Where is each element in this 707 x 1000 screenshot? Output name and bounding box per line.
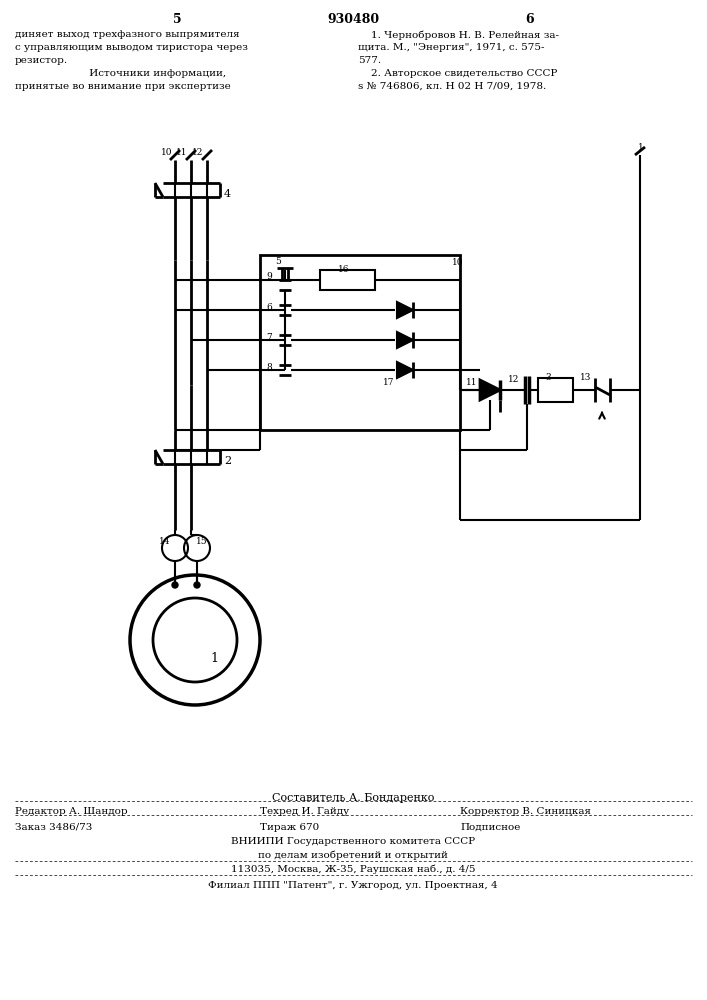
Text: 17: 17	[383, 378, 395, 387]
Text: 5: 5	[173, 13, 181, 26]
Text: резистор.: резистор.	[15, 56, 68, 65]
Text: Тираж 670: Тираж 670	[260, 823, 320, 832]
Text: Филиал ППП "Патент", г. Ужгород, ул. Проектная, 4: Филиал ППП "Патент", г. Ужгород, ул. Про…	[208, 881, 498, 890]
Text: 11: 11	[176, 148, 188, 157]
Text: Корректор В. Синицкая: Корректор В. Синицкая	[460, 807, 591, 816]
Text: 10: 10	[161, 148, 173, 157]
Bar	[320, 270, 375, 290]
Text: щита. М., "Энергия", 1971, с. 575-: щита. М., "Энергия", 1971, с. 575-	[358, 43, 544, 52]
Text: 1: 1	[210, 652, 218, 665]
Text: с управляющим выводом тиристора через: с управляющим выводом тиристора через	[15, 43, 248, 52]
Text: Источники информации,: Источники информации,	[60, 69, 226, 78]
Text: 1: 1	[638, 143, 644, 152]
Text: Подписное: Подписное	[460, 823, 520, 832]
Text: 4: 4	[224, 189, 231, 199]
Text: диняет выход трехфазного выпрямителя: диняет выход трехфазного выпрямителя	[15, 30, 240, 39]
Text: принятые во внимание при экспертизе: принятые во внимание при экспертизе	[15, 82, 230, 91]
Text: 6: 6	[266, 303, 271, 312]
Text: 930480: 930480	[327, 13, 379, 26]
Text: 2: 2	[224, 456, 231, 466]
Text: 10: 10	[452, 258, 464, 267]
Text: 8: 8	[266, 363, 271, 372]
Text: s № 746806, кл. Н 02 Н 7/09, 1978.: s № 746806, кл. Н 02 Н 7/09, 1978.	[358, 82, 547, 91]
Text: 7: 7	[266, 333, 271, 342]
Polygon shape	[397, 332, 413, 348]
Circle shape	[172, 582, 178, 588]
Text: Заказ 3486/73: Заказ 3486/73	[15, 823, 93, 832]
Text: 14: 14	[159, 537, 171, 546]
Text: 6: 6	[526, 13, 534, 26]
Polygon shape	[480, 380, 500, 400]
Text: 3: 3	[545, 373, 551, 382]
Text: 11: 11	[466, 378, 477, 387]
Text: 15: 15	[196, 537, 208, 546]
Text: 2. Авторское свидетельство СССР: 2. Авторское свидетельство СССР	[358, 69, 557, 78]
Polygon shape	[397, 362, 413, 378]
Text: Техред И. Гайду: Техред И. Гайду	[260, 807, 349, 816]
Text: 577.: 577.	[358, 56, 381, 65]
Text: Редактор А. Шандор: Редактор А. Шандор	[15, 807, 128, 816]
Text: 5: 5	[275, 257, 281, 266]
Text: ВНИИПИ Государственного комитета СССР: ВНИИПИ Государственного комитета СССР	[231, 837, 475, 846]
Bar	[538, 378, 573, 402]
Text: Составитель А. Бондаренко: Составитель А. Бондаренко	[271, 793, 434, 803]
Polygon shape	[397, 302, 413, 318]
Text: 9: 9	[266, 272, 271, 281]
Text: 12: 12	[508, 375, 520, 384]
Text: 113035, Москва, Ж-35, Раушская наб., д. 4/5: 113035, Москва, Ж-35, Раушская наб., д. …	[230, 865, 475, 874]
Circle shape	[194, 582, 200, 588]
Text: 12: 12	[192, 148, 204, 157]
Text: по делам изобретений и открытий: по делам изобретений и открытий	[258, 850, 448, 859]
Text: 16: 16	[338, 265, 349, 274]
Text: 1. Чернобровов Н. В. Релейная за-: 1. Чернобровов Н. В. Релейная за-	[358, 30, 559, 39]
Text: 13: 13	[580, 373, 591, 382]
Bar	[260, 255, 460, 430]
